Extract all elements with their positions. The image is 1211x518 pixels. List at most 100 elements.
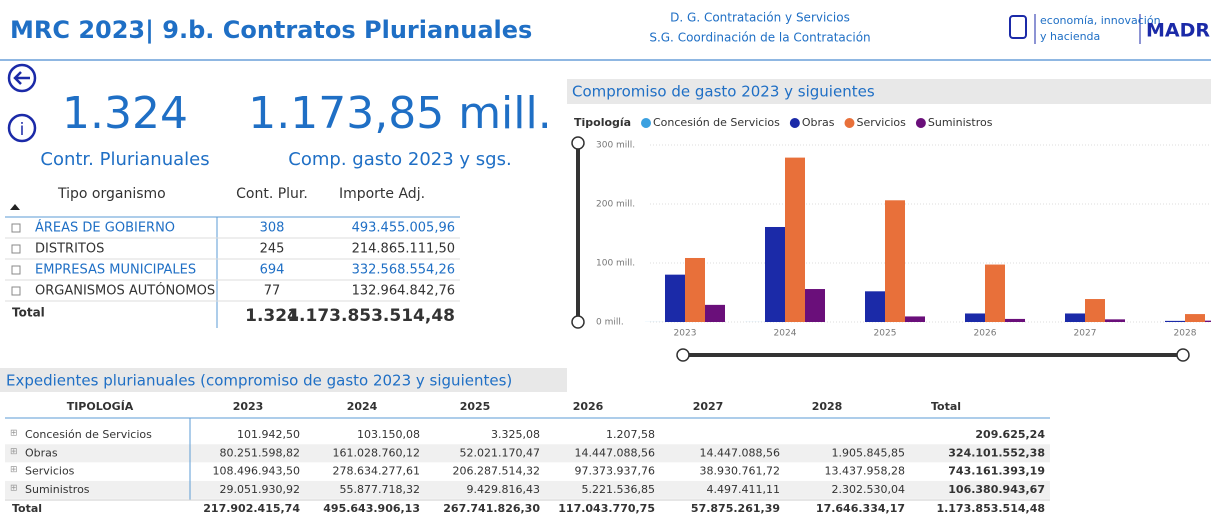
cell-value: 108.496.943,50 xyxy=(213,465,300,478)
legend-label: Obras xyxy=(802,116,835,129)
chart-title-bar xyxy=(567,79,1211,104)
legend-title: Tipología xyxy=(574,116,631,129)
cell-value: 161.028.760,12 xyxy=(333,446,420,459)
legend-swatch xyxy=(641,118,651,128)
row-name: Obras xyxy=(25,446,58,459)
total-value: 267.741.826,30 xyxy=(443,502,540,515)
column-header: 2026 xyxy=(573,400,604,413)
row-name: Suministros xyxy=(25,483,90,496)
bar xyxy=(685,257,705,322)
row-name: Servicios xyxy=(25,465,75,478)
cell-value: 278.634.277,61 xyxy=(333,465,420,478)
bar xyxy=(1065,313,1085,322)
total-label: Total xyxy=(12,306,45,320)
row-band xyxy=(5,480,1050,499)
cell-value: 14.447.088,56 xyxy=(575,446,655,459)
cell-value: 103.150,08 xyxy=(357,428,420,441)
row-name: DISTRITOS xyxy=(35,242,104,257)
org-line: D. G. Contratación y Servicios xyxy=(670,11,850,25)
bar xyxy=(985,264,1005,322)
bar xyxy=(885,200,905,322)
logo-city: MADRID xyxy=(1146,20,1211,42)
row-amount: 493.455.005,96 xyxy=(352,221,455,236)
zoom-handle[interactable] xyxy=(571,136,585,150)
cell-value: 206.287.514,32 xyxy=(453,465,540,478)
bar xyxy=(865,291,885,322)
bar xyxy=(1105,319,1125,322)
column-header: Tipo organismo xyxy=(57,186,166,202)
row-amount: 214.865.111,50 xyxy=(352,242,455,257)
expand-icon xyxy=(11,223,21,233)
sort-arrow xyxy=(10,204,20,210)
y-tick-label: 300 mill. xyxy=(596,141,635,151)
cell-value: 13.437.958,28 xyxy=(825,465,905,478)
row-band xyxy=(5,444,1050,463)
column-header: 2028 xyxy=(812,400,843,413)
x-tick-label: 2024 xyxy=(774,329,797,339)
back-button[interactable] xyxy=(7,63,37,93)
bar xyxy=(765,226,785,322)
bar xyxy=(1165,320,1185,322)
x-tick-label: 2028 xyxy=(1174,329,1197,339)
chart-title: Compromiso de gasto 2023 y siguientes xyxy=(572,83,875,101)
cell-value: 1.207,58 xyxy=(606,428,655,441)
row-count: 694 xyxy=(260,263,285,278)
row-count: 308 xyxy=(260,221,285,236)
expand-icon: ⊞ xyxy=(10,447,18,457)
zoom-handle[interactable] xyxy=(676,348,690,362)
logo-line: economía, innovación xyxy=(1040,14,1161,27)
bar xyxy=(805,289,825,322)
cell-value: 97.373.937,76 xyxy=(575,465,655,478)
zoom-handle[interactable] xyxy=(1176,348,1190,362)
row-amount: 132.964.842,76 xyxy=(352,284,455,299)
column-header: TIPOLOGÍA xyxy=(67,400,134,413)
bar xyxy=(1005,318,1025,322)
legend-label: Suministros xyxy=(928,116,993,129)
bar xyxy=(1085,299,1105,322)
bar xyxy=(905,316,925,322)
info-icon: i xyxy=(20,120,25,140)
total-count: 1.324 xyxy=(245,306,299,326)
kpi-value: 1.173,85 mill. xyxy=(248,88,551,139)
total-label: Total xyxy=(12,502,42,515)
legend-swatch xyxy=(844,118,855,128)
expand-icon xyxy=(11,286,21,296)
bar xyxy=(785,157,805,322)
logo-line: y hacienda xyxy=(1040,30,1100,43)
row-name: ÁREAS DE GOBIERNO xyxy=(35,220,175,236)
cell-value: 101.942,50 xyxy=(237,428,300,441)
cell-value: 209.625,24 xyxy=(975,428,1045,441)
cell-value: 5.221.536,85 xyxy=(582,483,655,496)
kpi-value: 1.324 xyxy=(62,88,188,139)
cell-value: 9.429.816,43 xyxy=(467,483,540,496)
table-title-bar xyxy=(0,368,567,392)
column-header: 2023 xyxy=(233,400,264,413)
logo-icon xyxy=(1009,15,1027,39)
x-tick-label: 2023 xyxy=(674,329,697,339)
info-button[interactable] xyxy=(7,113,37,143)
x-tick-label: 2027 xyxy=(1074,329,1097,339)
row-name: EMPRESAS MUNICIPALES xyxy=(35,263,196,278)
column-header: 2027 xyxy=(693,400,724,413)
cell-value: 1.905.845,85 xyxy=(832,446,905,459)
column-header: Total xyxy=(931,400,961,413)
zoom-handle[interactable] xyxy=(571,315,585,329)
row-count: 245 xyxy=(260,242,285,257)
total-amount: 1.173.853.514,48 xyxy=(287,306,455,326)
expand-icon: ⊞ xyxy=(10,465,18,475)
cell-value: 55.877.718,32 xyxy=(340,483,420,496)
page-title: MRC 2023| 9.b. Contratos Plurianuales xyxy=(10,16,532,44)
cell-value: 324.101.552,38 xyxy=(948,446,1045,459)
cell-value: 29.051.930,92 xyxy=(220,483,300,496)
row-count: 77 xyxy=(264,284,281,299)
expand-icon: ⊞ xyxy=(10,429,18,439)
back-arrow xyxy=(13,71,30,85)
total-value: 117.043.770,75 xyxy=(558,502,655,515)
expand-icon xyxy=(11,244,21,254)
y-tick-label: 0 mill. xyxy=(596,318,624,328)
total-value: 217.902.415,74 xyxy=(203,502,300,515)
x-tick-label: 2025 xyxy=(874,329,897,339)
cell-value: 106.380.943,67 xyxy=(948,483,1045,496)
total-value: 17.646.334,17 xyxy=(816,502,905,515)
row-name: Concesión de Servicios xyxy=(25,428,152,441)
